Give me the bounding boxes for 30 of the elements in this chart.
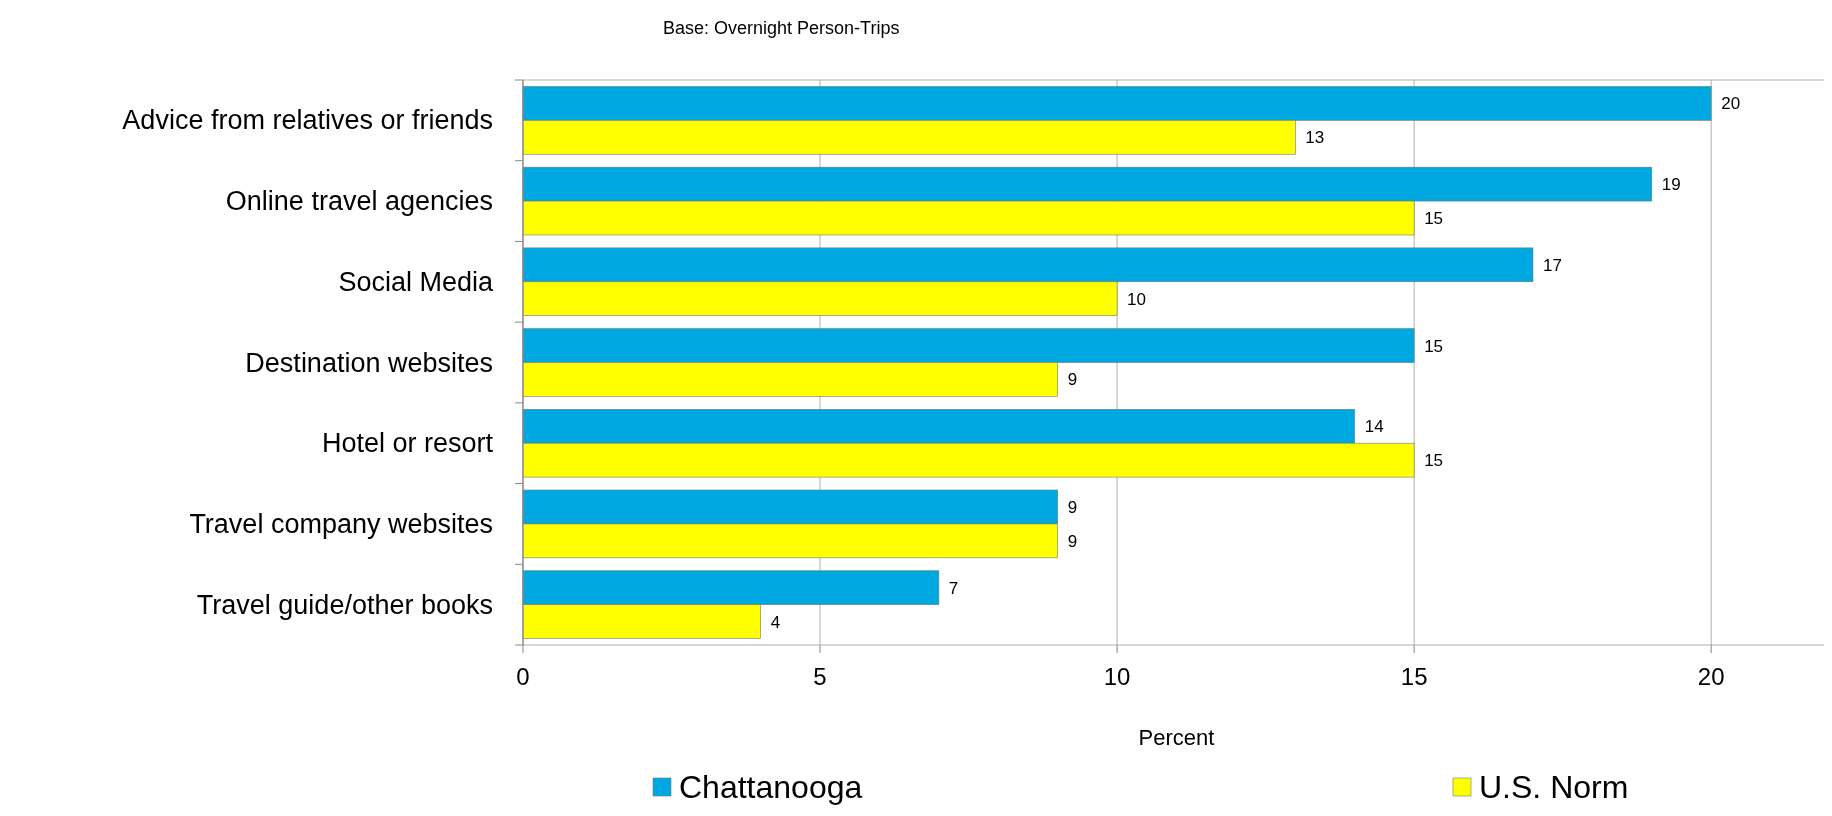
x-tick-label: 10 [1103,663,1131,690]
data-label: 9 [1067,497,1078,517]
data-label: 15 [1424,209,1444,229]
y-tick-label: Destination websites [245,347,493,378]
x-tick-label: 0 [516,663,530,690]
data-label: 7 [948,578,959,598]
y-tick-label: Social Media [338,266,494,297]
data-label: 10 [1127,289,1147,309]
y-tick-label: Hotel or resort [321,428,494,459]
legend-label: U.S. Norm [1479,769,1629,805]
data-label: 19 [1661,175,1681,195]
data-label: 15 [1424,451,1444,471]
x-tick-label: 20 [1697,663,1725,690]
legend-label: Chattanooga [679,769,863,805]
x-tick-label: 5 [813,663,827,690]
data-label: 9 [1067,370,1078,390]
data-label: 4 [770,612,781,632]
x-tick-label: 15 [1400,663,1428,690]
data-label: 17 [1542,255,1562,275]
y-tick-label: Travel guide/other books [196,589,493,620]
data-label: 13 [1305,128,1325,148]
y-tick-label: Travel company websites [189,508,493,539]
data-label: 15 [1424,336,1444,356]
data-label: 14 [1364,417,1384,437]
chart-subtitle: Base: Overnight Person-Trips [663,18,900,38]
x-axis-title: Percent [1138,725,1215,750]
data-label: 9 [1067,531,1078,551]
y-tick-label: Online travel agencies [225,186,493,217]
y-tick-label: Advice from relatives or friends [122,105,493,136]
data-label: 20 [1721,94,1741,114]
